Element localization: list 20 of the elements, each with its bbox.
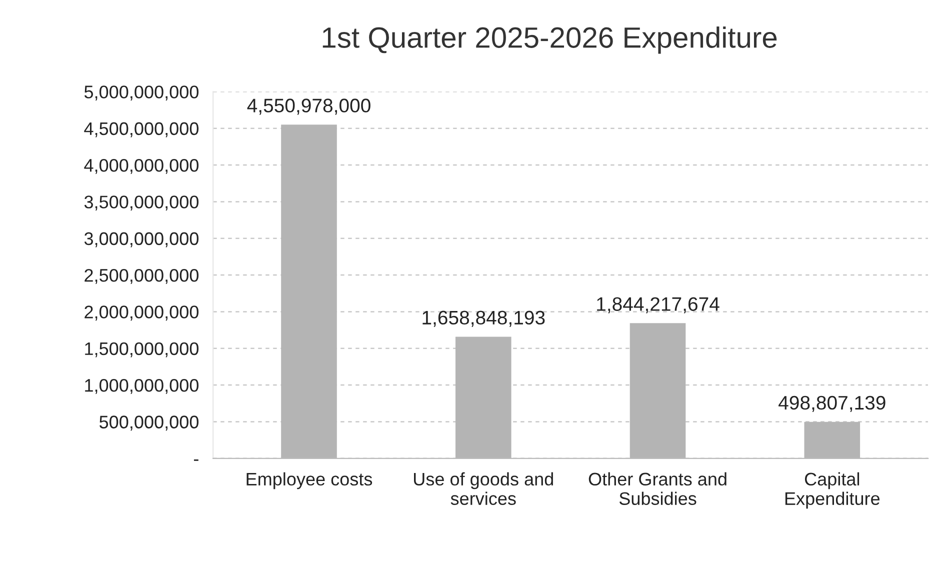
y-tick-label: 1,500,000,000 [85, 342, 198, 358]
chart-title: 1st Quarter 2025-2026 Expenditure [322, 26, 777, 54]
y-tick-label: 3,000,000,000 [84, 232, 198, 248]
y-tick-label: 4,500,000,000 [84, 122, 198, 138]
data-label: 1,658,848,193 [422, 310, 545, 327]
data-label: 4,550,978,000 [247, 98, 370, 115]
data-label: 498,807,139 [778, 396, 886, 412]
data-label: 1,844,217,674 [597, 297, 720, 314]
x-tick-label: Capital Expenditure [785, 472, 880, 509]
y-tick-label: 3,500,000,000 [84, 196, 198, 211]
y-tick-label: 2,500,000,000 [84, 268, 198, 284]
y-tick-label: - [194, 459, 198, 461]
y-tick-label: 4,000,000,000 [84, 158, 198, 174]
y-tick-label: 5,000,000,000 [84, 86, 198, 101]
x-tick-label: Other Grants and Subsidies [588, 472, 726, 505]
y-tick-label: 1,000,000,000 [85, 378, 198, 394]
y-tick-label: 500,000,000 [100, 416, 198, 431]
x-tick-label: Use of goods and services [414, 472, 553, 505]
y-tick-label: 2,000,000,000 [84, 306, 198, 321]
x-tick-label: Employee costs [246, 472, 372, 490]
